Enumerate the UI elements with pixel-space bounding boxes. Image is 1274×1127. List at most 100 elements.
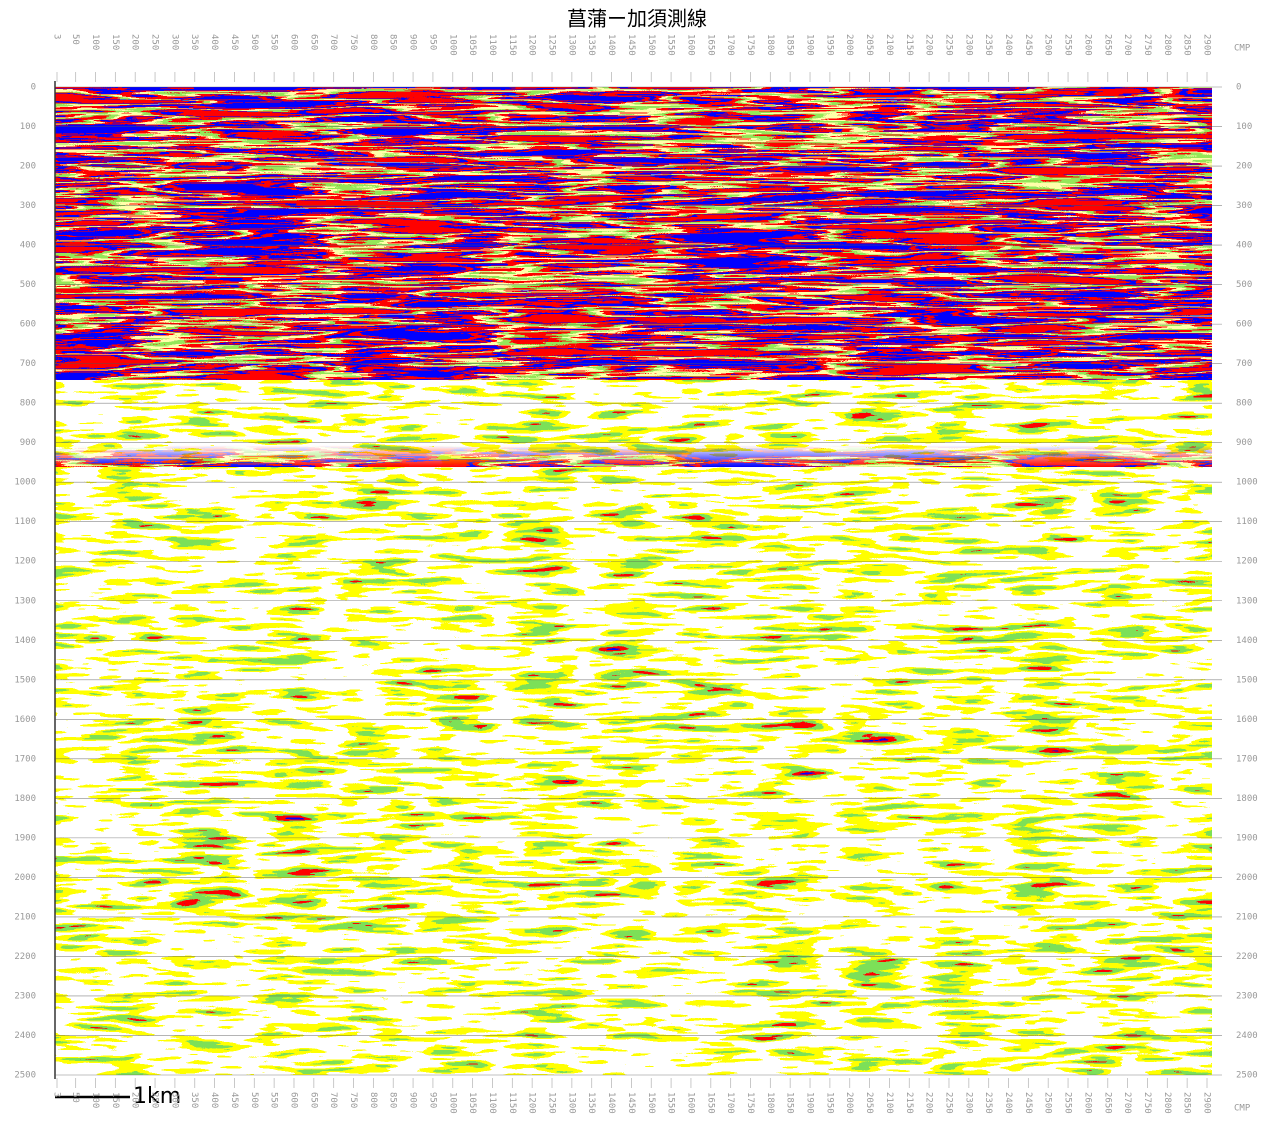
y-tick-label-right: 1800	[1236, 794, 1258, 804]
x-tick-label-top: 2350	[983, 34, 993, 56]
x-tick-label-bottom: 1300	[566, 1092, 576, 1114]
x-tick-label-bottom: 2800	[1162, 1092, 1172, 1114]
x-tick-label-top: 2200	[924, 34, 934, 56]
y-tick-label: 900	[20, 438, 36, 448]
y-tick-label-right: 2300	[1236, 991, 1258, 1001]
x-tick-label-bottom: 900	[408, 1092, 418, 1108]
x-tick-label-top: 2550	[1063, 34, 1073, 56]
x-tick-label-top: 3	[52, 34, 62, 39]
y-tick-label-right: 800	[1236, 399, 1252, 409]
x-tick-label-top: 1950	[824, 34, 834, 56]
x-tick-label-top: 2150	[904, 34, 914, 56]
x-tick-label-bottom: 700	[328, 1092, 338, 1108]
x-tick-label-bottom: 2900	[1202, 1092, 1212, 1114]
x-tick-label-bottom: 2850	[1182, 1092, 1192, 1114]
chart-title: 菖蒲ー加須測線	[567, 7, 707, 31]
x-tick-label-top: 200	[130, 34, 140, 50]
y-tick-label: 100	[20, 122, 36, 132]
x-tick-label-bottom: 1850	[785, 1092, 795, 1114]
x-tick-label-top: 1900	[805, 34, 815, 56]
y-tick-label-right: 0	[1236, 83, 1241, 93]
y-tick-label-right: 2500	[1236, 1071, 1258, 1081]
x-tick-label-bottom: 1500	[646, 1092, 656, 1114]
y-tick-label-right: 1600	[1236, 715, 1258, 725]
x-tick-label-bottom: 550	[269, 1092, 279, 1108]
x-tick-label-bottom: 1750	[745, 1092, 755, 1114]
x-tick-label-bottom: 1700	[725, 1092, 735, 1114]
x-tick-label-top: 800	[368, 34, 378, 50]
x-tick-label-bottom: 1400	[606, 1092, 616, 1114]
x-tick-label-bottom: 2150	[904, 1092, 914, 1114]
x-tick-label-bottom: 1350	[586, 1092, 596, 1114]
y-tick-label-right: 1100	[1236, 517, 1258, 527]
x-tick-label-bottom: 400	[209, 1092, 219, 1108]
y-tick-label: 600	[20, 320, 36, 330]
x-tick-label-bottom: 1000	[447, 1092, 457, 1114]
x-tick-label-bottom: 1200	[527, 1092, 537, 1114]
y-tick-label-right: 1000	[1236, 478, 1258, 488]
x-tick-label-bottom: 2000	[844, 1092, 854, 1114]
y-tick-label-right: 2000	[1236, 873, 1258, 883]
x-tick-label-top: 1150	[507, 34, 517, 56]
x-tick-label-bottom: 200	[130, 1092, 140, 1108]
x-tick-label-bottom: 800	[368, 1092, 378, 1108]
y-tick-label-right: 100	[1236, 122, 1252, 132]
x-tick-label-bottom: 1600	[685, 1092, 695, 1114]
y-tick-label-right: 1700	[1236, 754, 1258, 764]
x-tick-label-top: 650	[308, 34, 318, 50]
y-tick-label-right: 200	[1236, 162, 1252, 172]
x-tick-label-bottom: 100	[90, 1092, 100, 1108]
x-tick-label-top: 500	[249, 34, 259, 50]
x-tick-label-bottom: 600	[288, 1092, 298, 1108]
x-tick-label-bottom: 1900	[805, 1092, 815, 1114]
x-tick-label-bottom: 850	[388, 1092, 398, 1108]
x-tick-label-bottom: 2400	[1003, 1092, 1013, 1114]
y-tick-label: 2200	[14, 952, 36, 962]
y-tick-label-right: 300	[1236, 201, 1252, 211]
x-tick-label-bottom: 2650	[1102, 1092, 1112, 1114]
x-tick-label-top: 400	[209, 34, 219, 50]
x-tick-label-top: 150	[110, 34, 120, 50]
y-tick-label: 2500	[14, 1071, 36, 1081]
x-tick-label-bottom: 2100	[884, 1092, 894, 1114]
x-tick-label-top: 2750	[1142, 34, 1152, 56]
y-tick-label: 700	[20, 359, 36, 369]
x-tick-label-top: 2600	[1082, 34, 1092, 56]
x-tick-label-bottom: 350	[189, 1092, 199, 1108]
x-tick-label-bottom: 1550	[666, 1092, 676, 1114]
x-tick-label-bottom: 2300	[963, 1092, 973, 1114]
y-tick-label: 1400	[14, 636, 36, 646]
y-tick-label: 1300	[14, 596, 36, 606]
y-tick-label: 2000	[14, 873, 36, 883]
x-tick-label-bottom: 2600	[1082, 1092, 1092, 1114]
x-tick-label-top: 1600	[685, 34, 695, 56]
y-tick-label-right: 1200	[1236, 557, 1258, 567]
y-tick-label-right: 700	[1236, 359, 1252, 369]
x-tick-label-top: 1550	[666, 34, 676, 56]
y-tick-label: 2300	[14, 991, 36, 1001]
x-tick-label-bottom: 1950	[824, 1092, 834, 1114]
x-tick-label-top: 900	[408, 34, 418, 50]
y-tick-label: 1600	[14, 715, 36, 725]
y-tick-label: 2100	[14, 912, 36, 922]
y-tick-label-right: 1400	[1236, 636, 1258, 646]
x-tick-label-top: 1850	[785, 34, 795, 56]
x-tick-label-bottom: 1050	[467, 1092, 477, 1114]
y-tick-label-right: 600	[1236, 320, 1252, 330]
x-tick-label-bottom: 2350	[983, 1092, 993, 1114]
x-tick-label-bottom: 2200	[924, 1092, 934, 1114]
x-tick-label-bottom: 1800	[765, 1092, 775, 1114]
x-tick-label-bottom: 2700	[1122, 1092, 1132, 1114]
x-tick-label-top: 1650	[705, 34, 715, 56]
y-tick-label: 200	[20, 162, 36, 172]
x-tick-label-top: 2450	[1023, 34, 1033, 56]
y-tick-label: 1100	[14, 517, 36, 527]
x-tick-label-bottom: 950	[427, 1092, 437, 1108]
y-tick-label: 1900	[14, 833, 36, 843]
y-tick-label-right: 1900	[1236, 833, 1258, 843]
x-tick-label-bottom: 500	[249, 1092, 259, 1108]
x-tick-label-bottom: 250	[150, 1092, 160, 1108]
x-tick-label-top: 50	[70, 34, 80, 45]
x-tick-label-top: 2500	[1043, 34, 1053, 56]
x-tick-label-top: 1300	[566, 34, 576, 56]
